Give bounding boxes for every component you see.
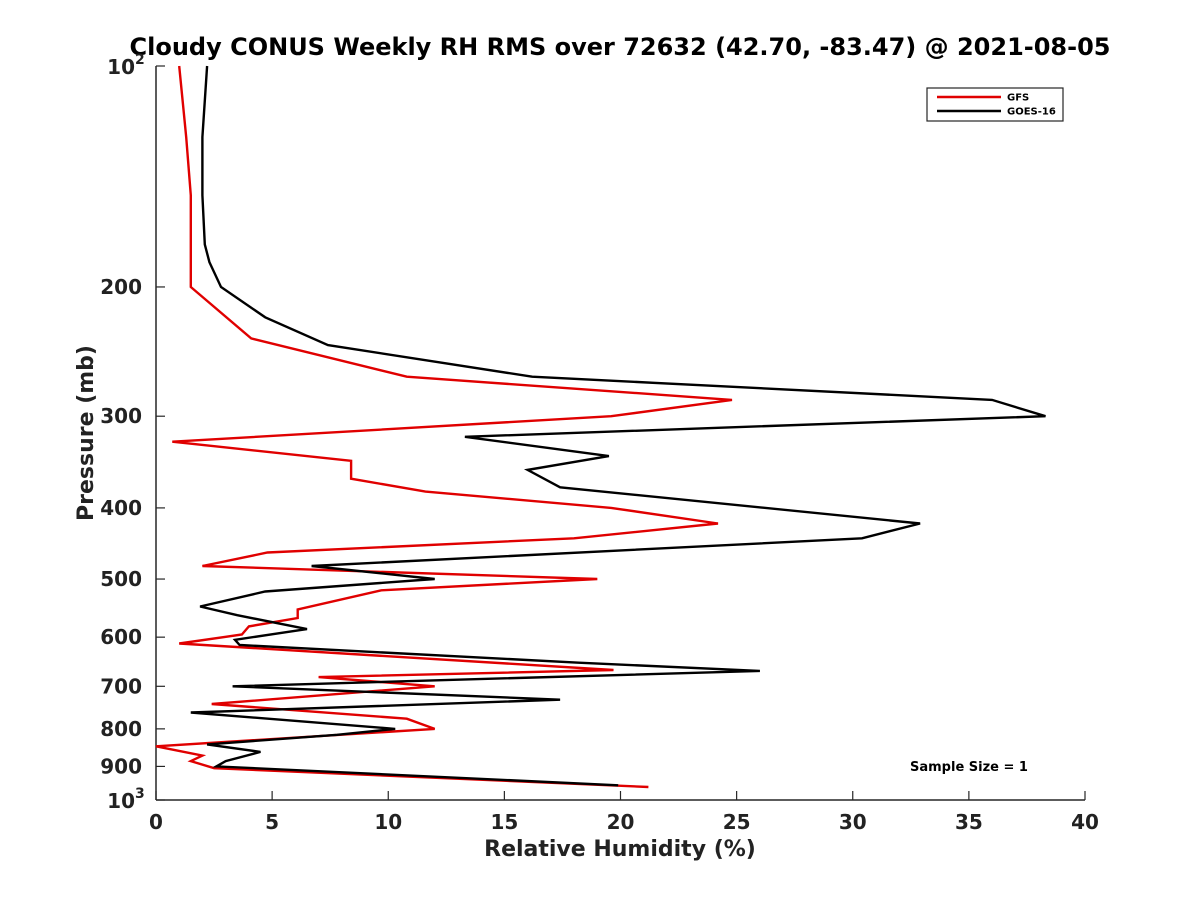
x-axis-ticks: 0 5 10 15 20 25 30 35 40 bbox=[149, 791, 1099, 834]
sample-size-annotation: Sample Size = 1 bbox=[910, 760, 1028, 775]
x-tick-label: 25 bbox=[723, 810, 751, 834]
y-tick-label: 700 bbox=[100, 674, 142, 698]
y-tick-label: 300 bbox=[100, 404, 142, 428]
y-tick-label: 600 bbox=[100, 625, 142, 649]
x-tick-label: 30 bbox=[839, 810, 867, 834]
x-tick-label: 15 bbox=[490, 810, 518, 834]
legend-label-gfs: GFS bbox=[1007, 93, 1029, 104]
x-tick-label: 0 bbox=[149, 810, 163, 834]
y-tick-label: 800 bbox=[100, 717, 142, 741]
y-tick-label: 10 bbox=[107, 789, 135, 813]
y-tick-label: 500 bbox=[100, 567, 142, 591]
x-tick-label: 5 bbox=[265, 810, 279, 834]
series-line-gfs bbox=[155, 65, 733, 789]
legend-label-goes-16: GOES-16 bbox=[1007, 107, 1056, 118]
y-tick-label: 400 bbox=[100, 496, 142, 520]
y-tick-label: 10 bbox=[107, 55, 135, 79]
legend-box bbox=[926, 87, 1064, 122]
y-tick-label: 900 bbox=[100, 754, 142, 778]
y-tick-exponent: 2 bbox=[135, 52, 145, 68]
x-tick-label: 35 bbox=[955, 810, 983, 834]
series-line-goes-16 bbox=[190, 65, 1046, 787]
y-tick-label: 200 bbox=[100, 275, 142, 299]
chart-title: Cloudy CONUS Weekly RH RMS over 72632 (4… bbox=[130, 33, 1111, 61]
x-axis-label: Relative Humidity (%) bbox=[484, 837, 756, 862]
series-lines bbox=[155, 65, 1046, 789]
x-tick-label: 40 bbox=[1071, 810, 1099, 834]
y-axis-label: Pressure (mb) bbox=[74, 345, 99, 521]
legend: GFS GOES-16 bbox=[926, 87, 1064, 122]
y-tick-exponent: 3 bbox=[135, 786, 145, 802]
x-tick-label: 20 bbox=[607, 810, 635, 834]
x-tick-label: 10 bbox=[374, 810, 402, 834]
